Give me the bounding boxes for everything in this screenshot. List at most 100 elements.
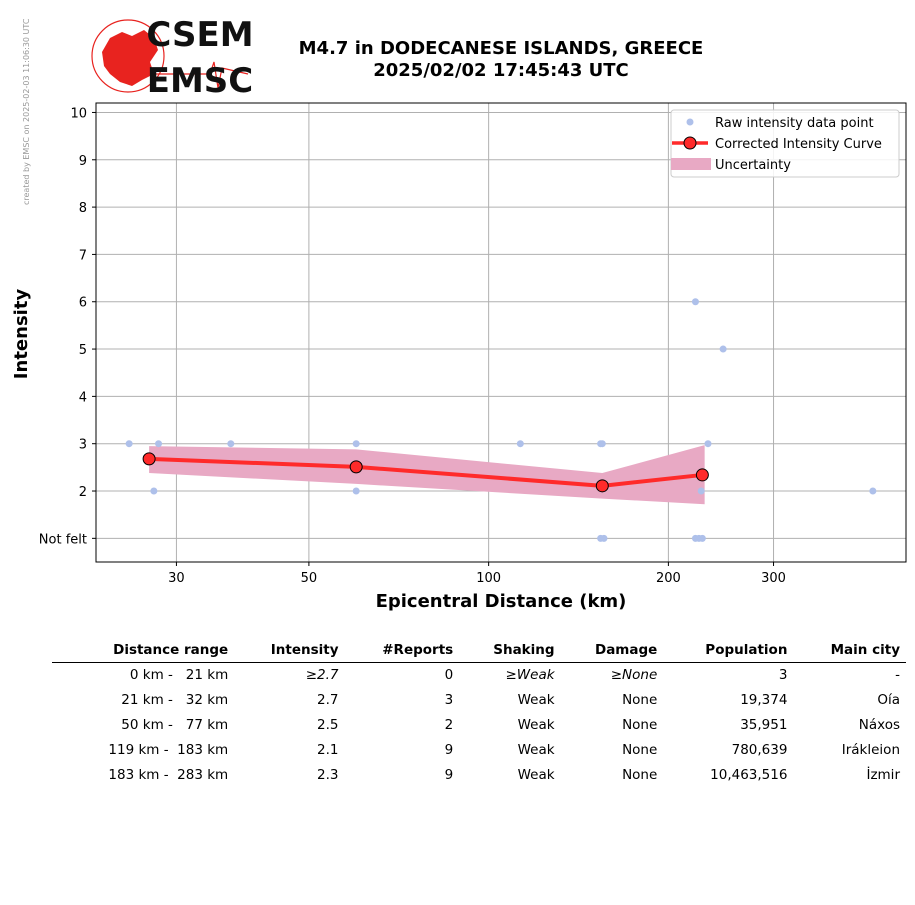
uncertainty-band [149, 445, 705, 505]
y-tick-label: 4 [79, 390, 87, 405]
legend: Raw intensity data point Corrected Inten… [670, 109, 900, 178]
legend-curve-marker [683, 136, 697, 150]
raw-data-point [598, 440, 606, 448]
table-cell: ≥Weak [505, 666, 555, 683]
table-header-cell: Main city [793, 640, 906, 663]
legend-band-swatch [671, 158, 711, 170]
raw-data-point [869, 487, 877, 495]
table-cell: - [895, 666, 900, 683]
table-cell: None [622, 716, 658, 733]
csem-emsc-logo: CSEM EMSC [91, 16, 254, 98]
y-tick-label: 6 [79, 296, 87, 311]
table-header-cell: #Reports [344, 640, 460, 663]
y-tick-label: 9 [79, 154, 87, 169]
table-cell: None [622, 691, 658, 708]
table-cell: 21 km - 32 km [121, 691, 229, 708]
table-header-row: Distance range Intensity #Reports Shaking Da… [52, 640, 906, 663]
table-cell: 19,374 [740, 691, 788, 708]
y-tick-label: 8 [79, 201, 87, 216]
raw-data-point [697, 487, 705, 495]
curve-point [695, 468, 709, 482]
y-axis-label: Intensity [11, 289, 32, 380]
x-tick-label: 300 [761, 571, 786, 586]
table-cell: Irákleion [841, 741, 900, 758]
legend-label-raw: Raw intensity data point [715, 116, 874, 131]
table-cell: None [622, 741, 658, 758]
plot-frame [95, 102, 907, 563]
table-cell: İzmir [866, 766, 900, 783]
x-tick-labels: 30 50 100 200 300 [168, 571, 786, 586]
table-cell: 2.1 [317, 741, 339, 758]
raw-data-point [600, 534, 608, 542]
x-axis-label: Epicentral Distance (km) [376, 591, 627, 612]
raw-data-point [352, 440, 360, 448]
table-row: 50 km - 77 km 2.5 2 Weak None 35,951 Náxos [52, 713, 906, 738]
x-tick-label: 200 [656, 571, 681, 586]
table-header-cell: Intensity [234, 640, 345, 663]
chart-title: M4.7 in DODECANESE ISLANDS, GREECE 2025/… [270, 38, 732, 82]
legend-label-band: Uncertainty [715, 158, 791, 173]
table-cell: ≥None [610, 666, 658, 683]
table-row: 183 km - 283 km 2.3 9 Weak None 10,463,516 İzm… [52, 763, 906, 788]
corrected-intensity-curve [149, 456, 703, 488]
table-cell: Weak [517, 741, 555, 758]
curve-point [349, 460, 363, 474]
x-tick-label: 100 [476, 571, 501, 586]
table-cell: 3 [778, 666, 788, 683]
y-tick-label: 5 [79, 343, 87, 358]
x-tick-label: 50 [301, 571, 318, 586]
y-tick-label: 2 [79, 485, 87, 500]
logo-bottom-text: EMSC [147, 61, 254, 98]
y-tick-label: 3 [79, 438, 87, 453]
table-cell: 780,639 [731, 741, 788, 758]
table-cell: ≥2.7 [305, 666, 339, 683]
table-cell: 0 km - 21 km [129, 666, 229, 683]
table-cell: 2.3 [317, 766, 339, 783]
table-cell: None [622, 766, 658, 783]
raw-data-point [698, 534, 706, 542]
raw-data-point [691, 298, 699, 306]
table-cell: 10,463,516 [710, 766, 788, 783]
legend-box [670, 109, 900, 178]
table-cell: Weak [517, 691, 555, 708]
table-cell: Náxos [858, 716, 900, 733]
raw-data-point [125, 440, 133, 448]
raw-points [125, 298, 877, 542]
table-cell: Oía [877, 691, 900, 708]
table-header-cell: Distance range [52, 640, 235, 663]
table-row: 0 km - 21 km ≥2.7 0 ≥Weak ≥None 3 - [52, 663, 906, 689]
raw-data-point [704, 440, 712, 448]
raw-data-point [516, 440, 524, 448]
logo-top-text: CSEM [146, 16, 253, 55]
raw-data-point [155, 440, 163, 448]
raw-data-point [150, 487, 158, 495]
table-cell: Weak [517, 716, 555, 733]
intensity-table: Distance range Intensity #Reports Shaking Da… [52, 640, 906, 788]
raw-data-point [227, 440, 235, 448]
table-cell: 9 [444, 766, 454, 783]
legend-raw-marker [686, 118, 694, 126]
table-header-cell: Population [663, 640, 794, 663]
table-header-cell: Shaking [459, 640, 561, 663]
table-cell: 35,951 [740, 716, 788, 733]
curve-point [595, 479, 609, 493]
table-row: 21 km - 32 km 2.7 3 Weak None 19,374 Oía [52, 688, 906, 713]
table-cell: Weak [517, 766, 555, 783]
raw-data-point [719, 345, 727, 353]
table-cell: 50 km - 77 km [121, 716, 229, 733]
table-cell: 3 [444, 691, 454, 708]
intensity-chart: 30 50 100 200 300 Not felt 2 3 4 5 6 7 8 9 10 Epicent… [11, 102, 907, 612]
table-row: 119 km - 183 km 2.1 9 Weak None 780,639 Irákle… [52, 738, 906, 763]
curve-markers [142, 452, 709, 493]
table-header-cell: Damage [560, 640, 664, 663]
curve-point [142, 452, 156, 466]
table-cell: 0 [444, 666, 454, 683]
grid-lines [92, 103, 906, 566]
y-tick-label: Not felt [39, 532, 87, 547]
y-tick-label: 10 [70, 106, 87, 121]
y-tick-labels: Not felt 2 3 4 5 6 7 8 9 10 [39, 106, 87, 547]
table-cell: 9 [444, 741, 454, 758]
table-cell: 2.7 [317, 691, 339, 708]
table-cell: 2.5 [317, 716, 339, 733]
y-tick-label: 7 [79, 248, 87, 263]
